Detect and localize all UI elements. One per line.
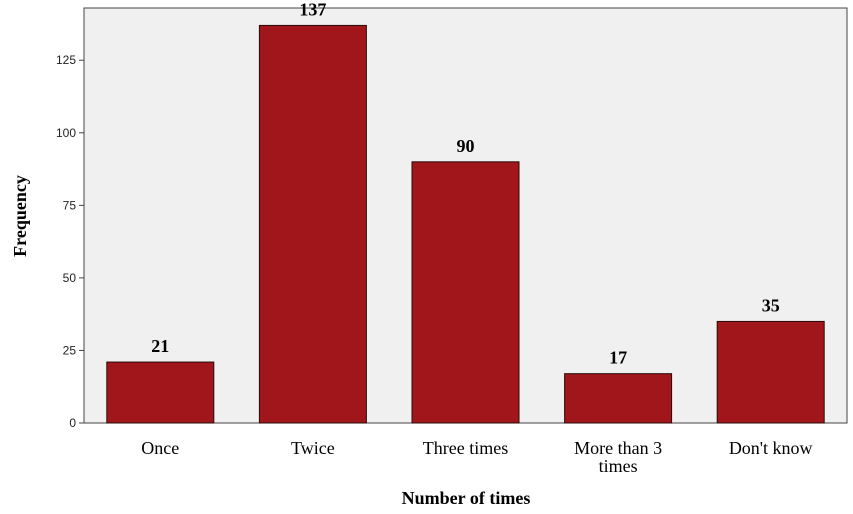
category-label-line: Three times [423, 438, 508, 458]
bar [106, 361, 215, 424]
category-label: More than 3 times [574, 438, 662, 476]
category-label-line: Once [141, 438, 179, 458]
y-tick-label: 0 [69, 416, 76, 430]
data-label: 35 [762, 295, 780, 315]
category-label-line: More than 3 [574, 438, 662, 458]
category-label: Don't know [729, 438, 813, 458]
y-tick-label: 50 [63, 271, 77, 285]
x-axis: Once Twice Three times More than 3 times Don'… [141, 438, 812, 476]
y-axis: 0 25 50 75 100 125 [56, 53, 84, 430]
y-tick-label: 100 [56, 126, 76, 140]
y-tick-label: 25 [63, 343, 77, 357]
data-labels-layer: 21 137 90 17 35 [151, 0, 779, 368]
category-label-line: Twice [291, 438, 335, 458]
category-label-line: times [599, 456, 638, 476]
y-axis-title: Frequency [10, 175, 30, 257]
y-tick-label: 75 [63, 198, 77, 212]
y-tick-label: 125 [56, 53, 76, 67]
category-label: Twice [291, 438, 335, 458]
data-label: 21 [151, 336, 169, 356]
data-label: 137 [299, 0, 326, 19]
bar [411, 161, 520, 424]
category-label-line: Don't know [729, 438, 813, 458]
category-label: Once [141, 438, 179, 458]
data-label: 17 [609, 348, 627, 368]
data-label: 90 [457, 136, 475, 156]
category-label: Three times [423, 438, 508, 458]
bar [716, 320, 825, 424]
bar [564, 373, 673, 424]
x-axis-title: Number of times [402, 488, 531, 508]
bar [258, 24, 367, 424]
bars-layer [106, 24, 825, 424]
